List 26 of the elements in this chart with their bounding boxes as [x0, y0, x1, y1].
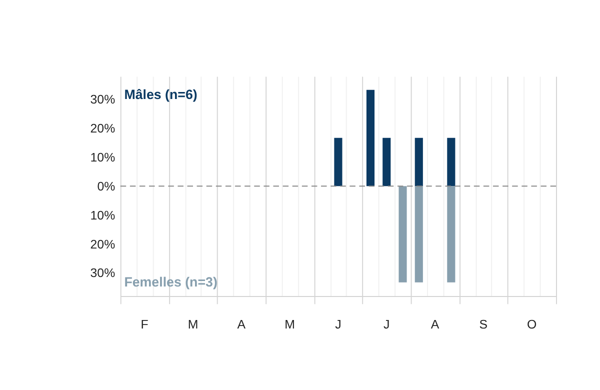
x-tick-label: J [335, 317, 342, 332]
y-tick-label: 10% [90, 150, 116, 165]
x-tick-label: M [188, 317, 198, 332]
x-tick-label: A [430, 317, 440, 332]
bar [447, 186, 456, 282]
y-tick-label: 20% [90, 122, 116, 136]
x-tick-label: J [384, 317, 390, 332]
y-tick-label: 30% [90, 92, 116, 107]
text: Mâles (n=6) [124, 87, 198, 102]
x-tick-label: S [479, 317, 488, 332]
y-tick-label: 0% [97, 179, 116, 194]
bar [447, 138, 456, 186]
text: Femelles (n=3) [124, 274, 218, 290]
bar [334, 138, 342, 186]
x-tick-label: O [527, 317, 538, 332]
y-tick-label: 30% [90, 266, 116, 280]
bar [366, 90, 375, 186]
bar [414, 138, 423, 186]
bar [414, 186, 423, 282]
x-tick-label: F [140, 317, 149, 332]
y-tick-label: 20% [90, 237, 116, 252]
x-tick-label: A [237, 317, 246, 332]
x-tick-label: M [284, 317, 295, 332]
y-tick-label: 10% [90, 208, 116, 222]
bar [398, 186, 407, 282]
bar [382, 138, 391, 186]
